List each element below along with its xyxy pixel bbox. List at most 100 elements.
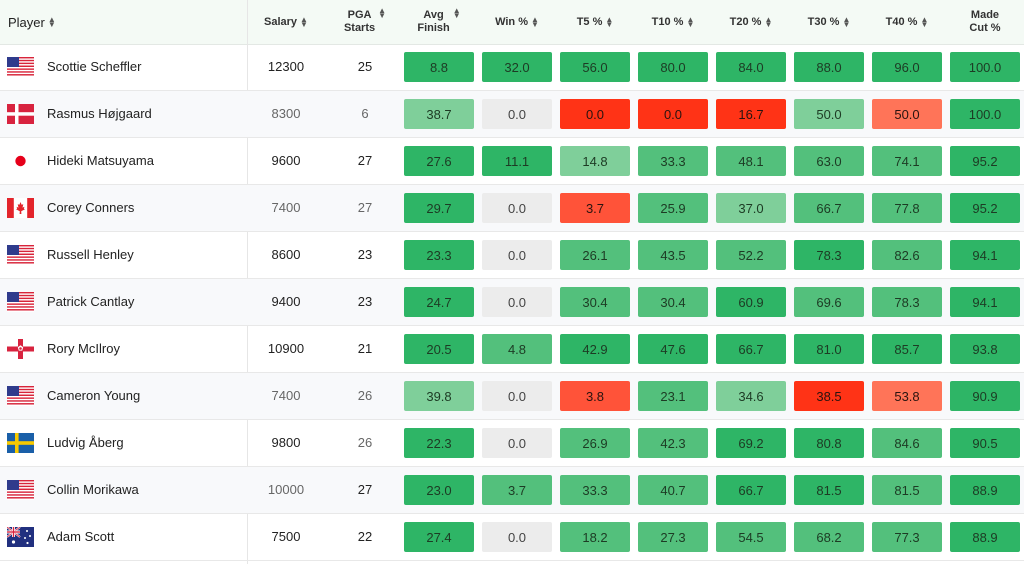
sort-icon: ▲ ▼ <box>686 15 695 29</box>
cell-avg-finish: 23.0 <box>404 475 474 505</box>
cell-t5-pct: 42.9 <box>560 334 630 364</box>
column-header-label: Made <box>970 9 1000 21</box>
cell-win-pct: 0.0 <box>482 240 552 270</box>
denmark-flag-icon <box>7 104 34 124</box>
table-row[interactable]: Rory McIlroy 10900 21 20.5 4.8 42.9 47.6 66.7 81… <box>0 326 1024 373</box>
cell-t40-pct: 84.6 <box>872 428 942 458</box>
sort-icon: ▲ ▼ <box>764 15 773 29</box>
cell-made-cut-pct: 88.9 <box>950 522 1020 552</box>
player-name[interactable]: Rasmus Højgaard <box>47 106 152 121</box>
column-header-t10[interactable]: T10 % ▲ ▼ <box>638 0 708 44</box>
cell-pga-starts: 23 <box>357 294 373 309</box>
sort-icon: ▲ ▼ <box>605 15 614 29</box>
cell-t5-pct: 26.1 <box>560 240 630 270</box>
cell-avg-finish: 23.3 <box>404 240 474 270</box>
player-name[interactable]: Cameron Young <box>47 388 141 403</box>
player-name[interactable]: Ludvig Åberg <box>47 435 124 450</box>
column-header-pga-starts[interactable]: PGA Starts ▲ ▼ <box>334 0 396 44</box>
cell-t30-pct: 80.8 <box>794 428 864 458</box>
sweden-flag-icon <box>7 433 34 453</box>
cell-t40-pct: 82.6 <box>872 240 942 270</box>
cell-t10-pct: 27.3 <box>638 522 708 552</box>
table-row[interactable]: Cameron Young 7400 26 39.8 0.0 3.8 23.1 34.6 38.… <box>0 373 1024 420</box>
cell-t30-pct: 88.0 <box>794 52 864 82</box>
cell-pga-starts: 22 <box>357 529 373 544</box>
cell-win-pct: 0.0 <box>482 522 552 552</box>
table-row[interactable]: Collin Morikawa 10000 27 23.0 3.7 33.3 40.7 66.… <box>0 467 1024 514</box>
player-name[interactable]: Adam Scott <box>47 529 115 544</box>
cell-made-cut-pct: 100.0 <box>950 52 1020 82</box>
cell-avg-finish: 20.5 <box>404 334 474 364</box>
column-header-t30[interactable]: T30 % ▲ ▼ <box>794 0 864 44</box>
column-header-t40[interactable]: T40 % ▲ ▼ <box>872 0 942 44</box>
table-row[interactable]: Corey Conners 7400 27 29.7 0.0 3.7 25.9 37.0 66.… <box>0 185 1024 232</box>
column-header-label: T30 % <box>807 15 840 28</box>
column-header-player[interactable]: Player ▲ ▼ <box>0 0 247 44</box>
cell-pga-starts: 26 <box>357 435 373 450</box>
cell-t40-pct: 78.3 <box>872 287 942 317</box>
cell-t10-pct: 30.4 <box>638 287 708 317</box>
cell-win-pct: 0.0 <box>482 99 552 129</box>
sort-icon: ▲ ▼ <box>452 6 461 20</box>
cell-pga-starts: 25 <box>357 59 373 74</box>
cell-t40-pct: 77.3 <box>872 522 942 552</box>
cell-t40-pct: 50.0 <box>872 99 942 129</box>
player-name[interactable]: Hideki Matsuyama <box>47 153 154 168</box>
usa-flag-icon <box>7 480 34 501</box>
cell-t5-pct: 33.3 <box>560 475 630 505</box>
cell-t40-pct: 74.1 <box>872 146 942 176</box>
cell-avg-finish: 29.7 <box>404 193 474 223</box>
cell-made-cut-pct: 100.0 <box>950 99 1020 129</box>
cell-pga-starts: 27 <box>357 482 373 497</box>
cell-win-pct: 4.8 <box>482 334 552 364</box>
cell-t20-pct: 37.0 <box>716 193 786 223</box>
player-name[interactable]: Scottie Scheffler <box>47 59 142 74</box>
sort-icon: ▲ ▼ <box>530 15 539 29</box>
column-header-avg-finish[interactable]: Avg Finish ▲ ▼ <box>404 0 474 44</box>
column-header-label: Salary <box>264 15 298 28</box>
player-name[interactable]: Rory McIlroy <box>47 341 120 356</box>
player-name[interactable]: Patrick Cantlay <box>47 294 135 309</box>
column-header-label: T40 % <box>885 15 918 28</box>
table-row[interactable]: Hideki Matsuyama 9600 27 27.6 11.1 14.8 33.3 48… <box>0 138 1024 185</box>
cell-salary: 7400 <box>271 388 301 403</box>
cell-t10-pct: 40.7 <box>638 475 708 505</box>
sort-icon: ▲ ▼ <box>300 15 308 29</box>
cell-made-cut-pct: 90.9 <box>950 381 1020 411</box>
cell-t5-pct: 3.7 <box>560 193 630 223</box>
cell-salary: 7400 <box>271 200 301 215</box>
player-name[interactable]: Corey Conners <box>47 200 135 215</box>
table-row[interactable]: Russell Henley 8600 23 23.3 0.0 26.1 43.5 52.2 7… <box>0 232 1024 279</box>
table-row[interactable]: Adam Scott 7500 22 27.4 0.0 18.2 27.3 54.5 68.2 7… <box>0 514 1024 561</box>
cell-made-cut-pct: 95.2 <box>950 193 1020 223</box>
australia-flag-icon <box>6 526 34 547</box>
table-row[interactable]: Ludvig Åberg 9800 26 22.3 0.0 26.9 42.3 69.2 80.… <box>0 420 1024 467</box>
cell-t30-pct: 78.3 <box>794 240 864 270</box>
column-header-salary[interactable]: Salary ▲ ▼ <box>255 0 317 44</box>
column-header-made-cut[interactable]: Made Cut % <box>950 0 1020 44</box>
cell-salary: 9800 <box>271 435 301 450</box>
column-header-label: Player <box>8 14 45 30</box>
cell-t40-pct: 53.8 <box>872 381 942 411</box>
player-name[interactable]: Russell Henley <box>47 247 134 262</box>
cell-t20-pct: 48.1 <box>716 146 786 176</box>
player-name[interactable]: Collin Morikawa <box>47 482 139 497</box>
cell-t20-pct: 84.0 <box>716 52 786 82</box>
cell-t10-pct: 43.5 <box>638 240 708 270</box>
table-row[interactable]: Rasmus Højgaard 8300 6 38.7 0.0 0.0 0.0 16.7 50.… <box>0 91 1024 138</box>
canada-flag-icon <box>7 198 34 218</box>
column-header-t20[interactable]: T20 % ▲ ▼ <box>716 0 786 44</box>
cell-t30-pct: 81.0 <box>794 334 864 364</box>
table-row[interactable]: Scottie Scheffler 12300 25 8.8 32.0 56.0 80.0 8… <box>0 44 1024 91</box>
column-header-label: Cut % <box>969 22 1001 34</box>
cell-win-pct: 3.7 <box>482 475 552 505</box>
column-header-win[interactable]: Win % ▲ ▼ <box>482 0 552 44</box>
table-row[interactable]: Patrick Cantlay 9400 23 24.7 0.0 30.4 30.4 60.9… <box>0 279 1024 326</box>
cell-t30-pct: 69.6 <box>794 287 864 317</box>
cell-t5-pct: 14.8 <box>560 146 630 176</box>
usa-flag-icon <box>7 292 34 313</box>
cell-win-pct: 0.0 <box>482 381 552 411</box>
column-header-t5[interactable]: T5 % ▲ ▼ <box>560 0 630 44</box>
cell-t20-pct: 66.7 <box>716 334 786 364</box>
cell-pga-starts: 23 <box>357 247 373 262</box>
